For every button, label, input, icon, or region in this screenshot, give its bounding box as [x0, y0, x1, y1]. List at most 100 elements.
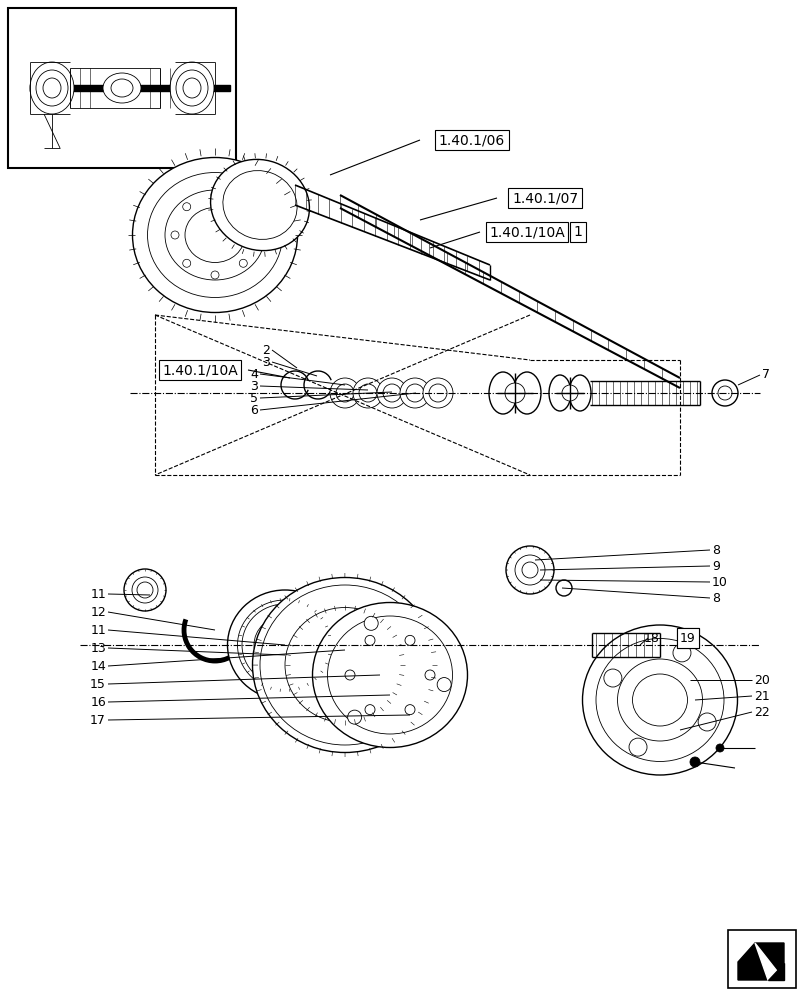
- Circle shape: [345, 670, 355, 680]
- Bar: [728, 930, 796, 988]
- Text: 3: 3: [262, 356, 270, 368]
- Ellipse shape: [596, 639, 724, 762]
- Ellipse shape: [336, 384, 354, 402]
- Text: 1.40.1/10A: 1.40.1/10A: [162, 363, 238, 377]
- Ellipse shape: [353, 378, 383, 408]
- Ellipse shape: [330, 378, 360, 408]
- Ellipse shape: [228, 590, 343, 700]
- Circle shape: [364, 616, 378, 630]
- Circle shape: [562, 385, 578, 401]
- Text: 20: 20: [754, 674, 770, 686]
- Text: 11: 11: [90, 587, 106, 600]
- Text: 8: 8: [712, 591, 720, 604]
- Circle shape: [171, 231, 179, 239]
- Circle shape: [279, 609, 291, 621]
- Text: 2: 2: [262, 344, 270, 357]
- Ellipse shape: [242, 604, 328, 686]
- Ellipse shape: [383, 384, 401, 402]
- Ellipse shape: [176, 70, 208, 106]
- Ellipse shape: [238, 600, 333, 690]
- Circle shape: [604, 669, 622, 687]
- Ellipse shape: [252, 578, 437, 752]
- Ellipse shape: [133, 157, 297, 312]
- Circle shape: [716, 744, 724, 752]
- Text: 19: 19: [680, 632, 696, 645]
- Circle shape: [437, 678, 451, 692]
- Text: 19: 19: [680, 632, 696, 645]
- Circle shape: [239, 259, 247, 267]
- Ellipse shape: [260, 585, 430, 745]
- Ellipse shape: [43, 78, 61, 98]
- Ellipse shape: [111, 79, 133, 97]
- Ellipse shape: [132, 577, 158, 603]
- Text: 21: 21: [754, 690, 770, 702]
- Text: 1: 1: [574, 225, 583, 239]
- Circle shape: [629, 738, 647, 756]
- Text: 22: 22: [754, 706, 770, 718]
- Ellipse shape: [423, 378, 453, 408]
- Circle shape: [305, 654, 317, 666]
- Text: 14: 14: [90, 660, 106, 672]
- Circle shape: [425, 670, 435, 680]
- Ellipse shape: [718, 386, 732, 400]
- Text: 5: 5: [250, 391, 258, 404]
- Ellipse shape: [359, 384, 377, 402]
- Circle shape: [251, 231, 259, 239]
- Text: 13: 13: [90, 642, 106, 654]
- Text: 16: 16: [90, 696, 106, 708]
- Circle shape: [405, 635, 415, 645]
- Ellipse shape: [265, 626, 305, 664]
- Polygon shape: [768, 963, 784, 980]
- Bar: [8, 8, 236, 168]
- Text: 9: 9: [712, 560, 720, 572]
- Circle shape: [183, 203, 191, 211]
- Circle shape: [673, 644, 691, 662]
- Polygon shape: [30, 85, 230, 91]
- Ellipse shape: [103, 73, 141, 103]
- Ellipse shape: [489, 372, 517, 414]
- Ellipse shape: [211, 159, 309, 251]
- Circle shape: [405, 705, 415, 715]
- Text: 8: 8: [712, 544, 720, 556]
- Ellipse shape: [185, 208, 245, 262]
- Circle shape: [239, 203, 247, 211]
- Ellipse shape: [633, 674, 688, 726]
- Ellipse shape: [36, 70, 68, 106]
- Ellipse shape: [583, 625, 738, 775]
- Circle shape: [365, 705, 375, 715]
- Circle shape: [690, 757, 700, 767]
- Text: 4: 4: [250, 367, 258, 380]
- Circle shape: [347, 710, 362, 724]
- Ellipse shape: [406, 384, 424, 402]
- Circle shape: [522, 562, 538, 578]
- Circle shape: [137, 582, 153, 598]
- Ellipse shape: [254, 616, 316, 674]
- Ellipse shape: [513, 372, 541, 414]
- Ellipse shape: [549, 375, 571, 411]
- Text: 10: 10: [712, 576, 728, 588]
- Ellipse shape: [617, 659, 702, 741]
- Text: 6: 6: [250, 403, 258, 416]
- Ellipse shape: [165, 190, 265, 280]
- Text: 15: 15: [90, 678, 106, 690]
- Text: 12: 12: [90, 605, 106, 618]
- Ellipse shape: [506, 546, 554, 594]
- Circle shape: [211, 191, 219, 199]
- Text: 1.40.1/07: 1.40.1/07: [512, 191, 578, 205]
- Ellipse shape: [170, 62, 214, 114]
- Circle shape: [505, 383, 525, 403]
- Text: 11: 11: [90, 624, 106, 637]
- Circle shape: [698, 713, 716, 731]
- Circle shape: [211, 271, 219, 279]
- Ellipse shape: [400, 378, 430, 408]
- Ellipse shape: [124, 569, 166, 611]
- Circle shape: [365, 635, 375, 645]
- Circle shape: [183, 259, 191, 267]
- Ellipse shape: [327, 616, 452, 734]
- Ellipse shape: [30, 62, 74, 114]
- Circle shape: [556, 580, 572, 596]
- Text: 1.40.1/10A: 1.40.1/10A: [489, 225, 565, 239]
- Ellipse shape: [285, 607, 405, 722]
- Text: 3: 3: [250, 379, 258, 392]
- Text: 17: 17: [90, 714, 106, 726]
